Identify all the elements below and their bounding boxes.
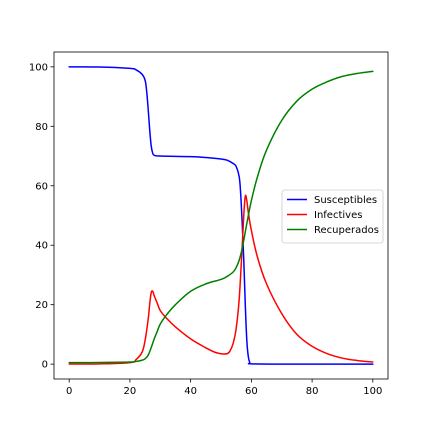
series-line-susceptibles: [68, 66, 374, 365]
y-tick-label: 0: [42, 360, 48, 371]
legend-label: Infectives: [314, 210, 362, 221]
legend: Susceptibles Infectives Recuperados: [281, 189, 384, 244]
y-tick-label: 80: [35, 122, 48, 133]
y-tick-label: 60: [35, 181, 48, 192]
x-tick-label: 40: [184, 386, 197, 397]
y-tick-label: 40: [35, 241, 48, 252]
series-line-infectives: [68, 194, 374, 365]
x-tick-label: 0: [66, 386, 72, 397]
x-tick-label: 80: [306, 386, 319, 397]
legend-label: Susceptibles: [314, 195, 377, 206]
x-tick-label: 100: [363, 386, 382, 397]
series-line-recuperados: [68, 70, 374, 364]
y-tick-label: 100: [29, 62, 48, 73]
x-tick-label: 60: [245, 386, 258, 397]
x-axis: 0 20 40 60 80 100: [66, 379, 382, 397]
legend-box: [281, 189, 384, 244]
series-layer: [68, 66, 374, 365]
x-tick-label: 20: [124, 386, 137, 397]
y-tick-label: 20: [35, 300, 48, 311]
y-axis: 0 20 40 60 80 100: [29, 62, 54, 371]
legend-label: Recuperados: [314, 225, 379, 236]
